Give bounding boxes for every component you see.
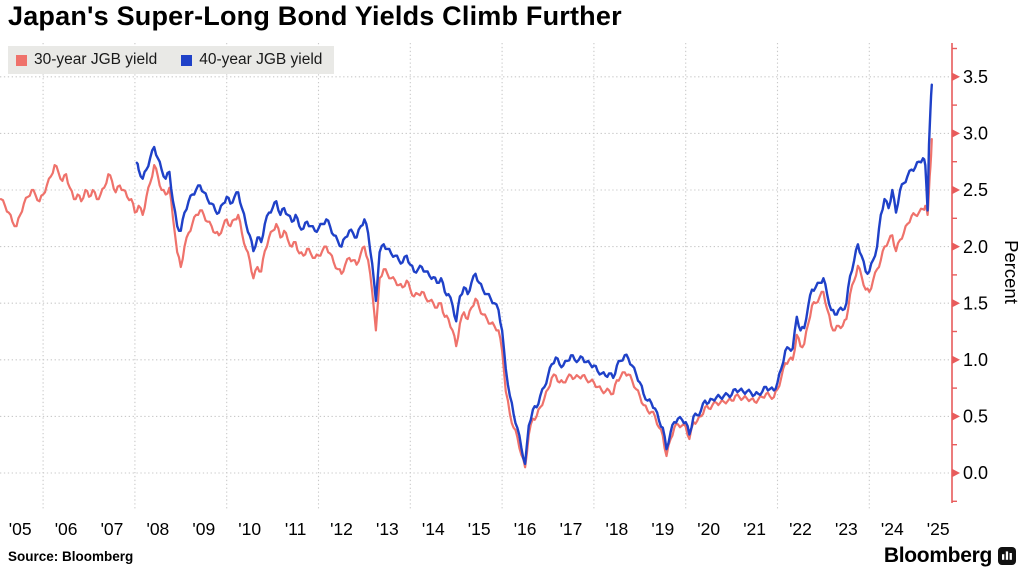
x-tick-label: '22 xyxy=(789,519,812,539)
x-tick-label: '18 xyxy=(605,519,628,539)
x-tick-label: '15 xyxy=(468,519,491,539)
bloomberg-wordmark: Bloomberg xyxy=(883,544,992,567)
y-tick-label: 3.5 xyxy=(963,67,988,87)
x-axis-labels: '05 '06 '07 '08 '09 '10 '11 '12 '13 '14 '15 '16 '17 '… xyxy=(9,519,950,539)
x-tick-label: '23 xyxy=(835,519,858,539)
x-tick-label: '17 xyxy=(560,519,583,539)
series-40yr-line xyxy=(135,83,933,466)
x-tick-label: '25 xyxy=(927,519,950,539)
x-tick-label: '07 xyxy=(101,519,124,539)
x-tick-label: '13 xyxy=(376,519,399,539)
y-tick-label: 1.0 xyxy=(963,350,988,370)
x-tick-label: '20 xyxy=(697,519,720,539)
legend-swatch-30yr-icon xyxy=(16,54,27,66)
y-tick-label: 2.5 xyxy=(963,180,988,200)
legend-item-30yr: 30-year JGB yield xyxy=(16,51,157,69)
x-tick-label: '12 xyxy=(330,519,353,539)
x-tick-label: '06 xyxy=(55,519,78,539)
chart-title: Japan's Super-Long Bond Yields Climb Fur… xyxy=(8,1,622,31)
legend-label-40yr: 40-year JGB yield xyxy=(199,51,323,68)
x-tick-label: '08 xyxy=(146,519,169,539)
x-tick-label: '09 xyxy=(192,519,215,539)
bloomberg-logo: Bloomberg xyxy=(884,544,1016,568)
x-tick-label: '11 xyxy=(285,519,307,539)
x-tick-label: '14 xyxy=(422,519,445,539)
y-axis-title: Percent xyxy=(1001,240,1022,304)
series-30yr-line xyxy=(0,138,933,469)
x-tick-label: '24 xyxy=(881,519,904,539)
y-axis xyxy=(951,43,960,503)
bloomberg-bars-icon xyxy=(998,547,1016,565)
y-tick-label: 0.0 xyxy=(963,463,988,483)
y-axis-labels: 0.0 0.5 1.0 1.5 2.0 2.5 3.0 3.5 xyxy=(963,67,988,483)
x-tick-label: '05 xyxy=(9,519,32,539)
x-tick-label: '16 xyxy=(514,519,537,539)
y-tick-label: 3.0 xyxy=(963,124,988,144)
legend-swatch-40yr-icon xyxy=(181,54,193,66)
y-tick-label: 2.0 xyxy=(963,237,988,257)
y-tick-label: 1.5 xyxy=(963,293,988,313)
x-tick-label: '21 xyxy=(743,519,766,539)
x-tick-label: '10 xyxy=(238,519,261,539)
source-credit: Source: Bloomberg xyxy=(8,549,134,564)
x-tick-label: '19 xyxy=(651,519,674,539)
gridlines xyxy=(0,43,952,509)
legend-item-40yr: 40-year JGB yield xyxy=(181,51,322,69)
legend: 30-year JGB yield 40-year JGB yield xyxy=(8,46,335,74)
legend-label-30yr: 30-year JGB yield xyxy=(34,51,158,68)
y-tick-label: 0.5 xyxy=(963,407,988,427)
